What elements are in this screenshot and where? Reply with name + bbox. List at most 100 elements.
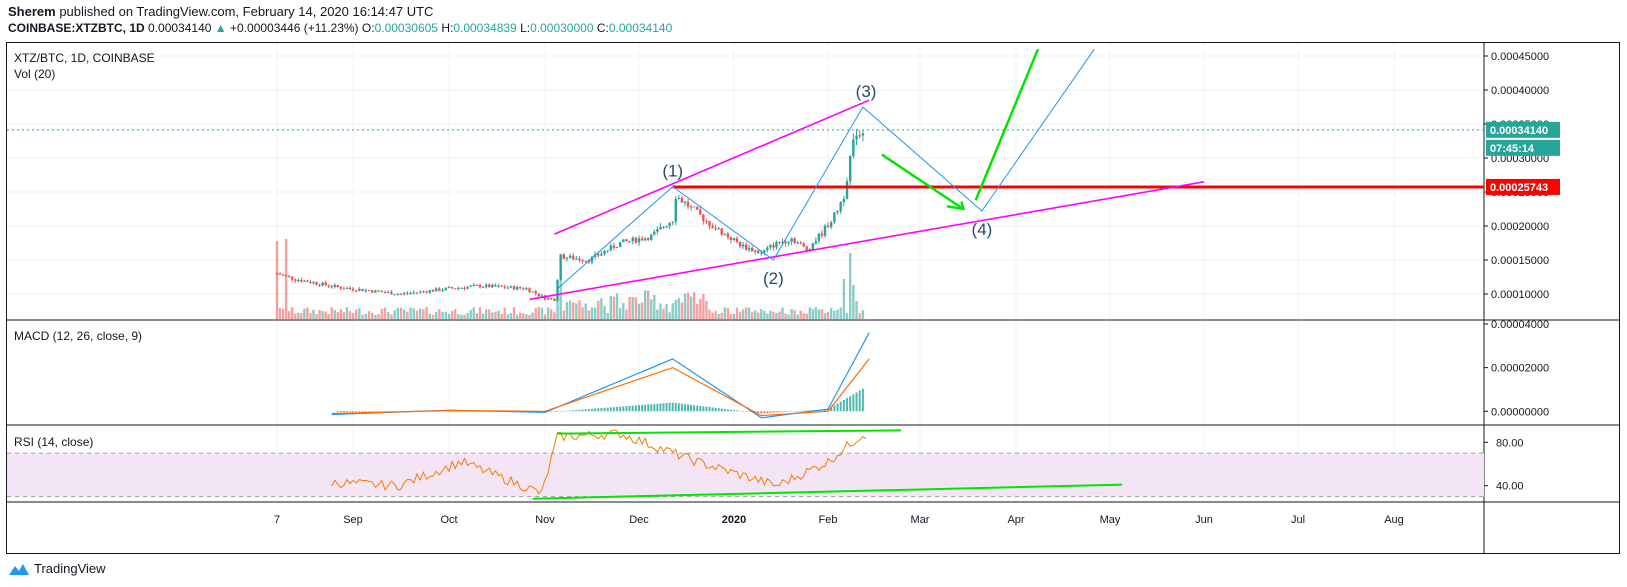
volume-bar (833, 310, 836, 319)
candle-body (281, 274, 285, 276)
volume-bar (717, 314, 720, 319)
volume-bar (460, 314, 463, 319)
candle-body (650, 234, 653, 240)
candle-body (425, 291, 428, 293)
candle-body (291, 276, 294, 280)
volume-bar (784, 313, 787, 319)
macd-histogram-bar (677, 403, 680, 412)
candle-body (531, 291, 534, 293)
candle-body (766, 247, 769, 251)
candle-body (852, 139, 855, 157)
last-price-badge-bg (1486, 121, 1560, 138)
volume-bar (836, 309, 839, 319)
macd-histogram-bar (584, 409, 587, 412)
candle-body (640, 238, 644, 241)
candle-body (494, 284, 497, 287)
chart-container[interactable]: (1)(2)(3)(4) 0.000450000.000400000.00035… (6, 42, 1620, 554)
volume-bar (435, 311, 438, 319)
candle-body (729, 237, 733, 240)
candle-body (572, 255, 575, 260)
volume-bar (453, 309, 457, 319)
candle-body (503, 286, 506, 288)
volume-bar (726, 308, 730, 319)
candle-body (336, 285, 339, 287)
candle-body (659, 227, 662, 230)
candle-body (409, 292, 412, 294)
volume-bar (481, 313, 485, 319)
chart-svg[interactable]: (1)(2)(3)(4) 0.000450000.000400000.00035… (6, 42, 1620, 554)
volume-bar (339, 309, 343, 319)
macd-histogram-bar (368, 411, 370, 412)
candle-body (438, 288, 441, 291)
macd-histogram-bar (861, 388, 864, 412)
volume-bar (796, 314, 799, 319)
volume-bar (735, 307, 739, 319)
volume-bar (729, 314, 733, 319)
candle-body (631, 237, 634, 241)
volume-bar (491, 312, 494, 319)
footer-brand[interactable]: TradingView (8, 561, 106, 576)
volume-bar (738, 311, 742, 319)
candle-body (559, 254, 562, 280)
candle-body (763, 250, 766, 253)
macd-histogram-bar (757, 411, 760, 414)
candle-body (306, 280, 309, 282)
volume-bar (659, 303, 662, 319)
wave-label: (3) (856, 82, 877, 101)
volume-bar (732, 314, 736, 319)
candle-body (653, 231, 656, 235)
publisher-name[interactable]: Sherem (8, 4, 56, 19)
volume-bar (671, 303, 674, 319)
candle-body (383, 292, 387, 294)
macd-histogram-bar (466, 411, 469, 412)
candle-body (284, 275, 288, 277)
volume-bar (390, 314, 393, 319)
macd-histogram-bar (562, 410, 565, 412)
candle-body (584, 260, 587, 262)
macd-histogram-bar (717, 408, 720, 412)
macd-histogram-bar (742, 411, 745, 412)
macd-histogram-bar (796, 411, 799, 412)
candle-body (600, 253, 603, 256)
macd-histogram-bar (839, 401, 842, 412)
low-label: L: (520, 21, 531, 35)
macd-histogram-bar (612, 407, 615, 412)
rsi-band-fill (7, 453, 1484, 497)
volume-bar (475, 313, 479, 319)
candle-body (460, 287, 463, 289)
candle-body (546, 298, 550, 300)
volume-bar (478, 307, 482, 319)
volume-bar (422, 309, 425, 319)
volume-bar (444, 311, 447, 319)
volume-bar (412, 308, 415, 319)
candle-body (318, 284, 321, 286)
candle-body (371, 290, 374, 293)
time-tick-label: May (1100, 514, 1121, 526)
macd-histogram-bar (726, 409, 729, 412)
macd-histogram-bar (572, 410, 575, 412)
volume-bar (817, 309, 821, 319)
candle-body (720, 228, 723, 235)
candle-body (447, 287, 451, 289)
volume-bar (406, 311, 409, 319)
candle-body (606, 250, 609, 252)
wave-label: (4) (972, 220, 993, 239)
candle-body (581, 260, 584, 262)
macd-histogram-bar (696, 405, 699, 412)
candle-body (622, 239, 625, 243)
macd-histogram-bar (784, 411, 787, 412)
macd-histogram-bar (641, 404, 644, 412)
macd-histogram-bar (748, 411, 751, 412)
macd-histogram-bar (361, 411, 364, 412)
macd-histogram-bar (374, 411, 377, 412)
candle-body (303, 280, 306, 282)
volume-bar (466, 313, 469, 319)
macd-histogram-bar (377, 411, 380, 412)
candle-body (656, 229, 659, 232)
volume-bar (680, 302, 684, 319)
volume-bar (578, 300, 581, 319)
macd-histogram-bar (665, 403, 668, 412)
volume-bar (531, 312, 534, 319)
candle-body (833, 212, 836, 223)
volume-bar (581, 307, 584, 319)
